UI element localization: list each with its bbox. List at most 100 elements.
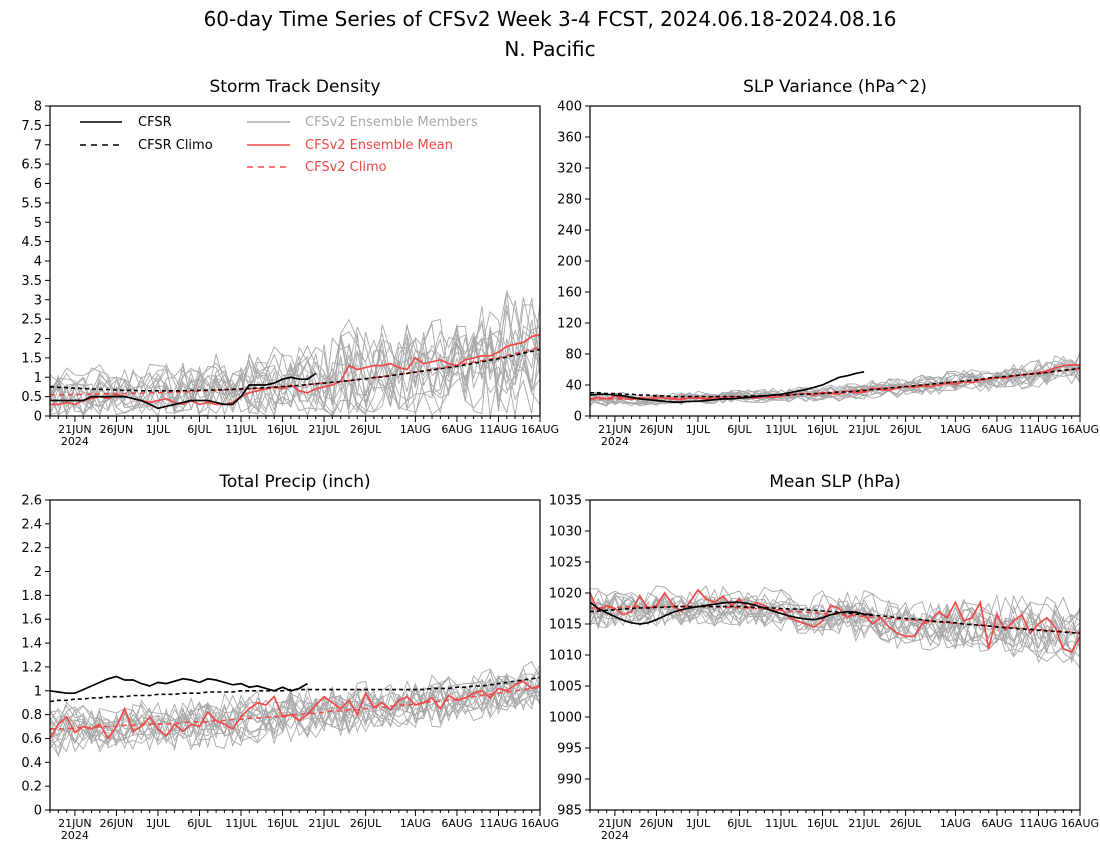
x-tick-label: 6AUG xyxy=(441,817,472,830)
plot-frame xyxy=(589,105,1081,417)
y-tick-label: 1015 xyxy=(549,618,582,633)
y-tick-label: 1030 xyxy=(549,525,582,540)
y-tick-label: 40 xyxy=(565,379,582,394)
y-tick-label: 990 xyxy=(557,773,582,788)
x-tick-label: 21JUL xyxy=(308,423,340,436)
y-tick-label: 1005 xyxy=(549,680,582,695)
y-tick-label: 8 xyxy=(34,100,42,115)
y-tick-label: 1035 xyxy=(549,494,582,509)
x-tick-label: 1AUG xyxy=(940,817,971,830)
series-cfsr-climo xyxy=(590,367,1080,398)
x-tick-label: 6AUG xyxy=(981,817,1012,830)
y-tick-label: 2.2 xyxy=(21,541,42,556)
y-tick-label: 6.5 xyxy=(21,158,42,173)
x-tick-label: 16AUG xyxy=(521,817,559,830)
x-tick-label: 11JUL xyxy=(225,817,257,830)
x-tick-label: 6AUG xyxy=(981,423,1012,436)
series-ensemble-member xyxy=(50,300,540,407)
x-tick-label: 6JUL xyxy=(727,423,752,436)
panel-slp-variance: SLP Variance (hPa^2) 0 40 80 120 160 200 240 28… xyxy=(557,77,1099,448)
y-tick-label: 80 xyxy=(565,348,582,363)
x-tick-label: 21JUN xyxy=(598,423,632,436)
plot-area xyxy=(50,290,540,416)
series-cfsr xyxy=(50,372,317,410)
y-tick-label: 1.2 xyxy=(21,660,42,675)
panel-title: Storm Track Density xyxy=(209,77,380,97)
x-tick-label: 6AUG xyxy=(441,423,472,436)
x-tick-label: 26JUL xyxy=(890,423,922,436)
panel-title: Mean SLP (hPa) xyxy=(769,472,901,492)
x-tick-label: 11JUL xyxy=(765,423,797,436)
y-tick-label: 3.5 xyxy=(21,274,42,289)
y-tick-label: 0.8 xyxy=(21,708,42,723)
x-tick-label: 16JUL xyxy=(267,423,299,436)
legend-entry-members: CFSv2 Ensemble Members xyxy=(247,115,478,130)
x-tick-label: 1JUL xyxy=(686,817,711,830)
x-tick-label: 21JUN xyxy=(58,817,92,830)
panel-title: SLP Variance (hPa^2) xyxy=(743,77,927,97)
y-tick-label: 0 xyxy=(574,410,582,425)
x-year-label: 2024 xyxy=(61,829,89,842)
y-tick-label: 2 xyxy=(34,565,42,580)
x-tick-label: 1JUL xyxy=(146,423,171,436)
y-tick-label: 6 xyxy=(34,177,42,192)
legend-entry-cfsr: CFSR xyxy=(80,115,172,130)
x-tick-label: 21JUL xyxy=(848,817,880,830)
x-year-label: 2024 xyxy=(601,829,629,842)
x-tick-label: 26JUL xyxy=(350,817,382,830)
series-ensemble-member xyxy=(50,674,540,745)
x-tick-label: 26JUN xyxy=(640,423,674,436)
y-tick-label: 1.4 xyxy=(21,637,42,652)
series-cfsr xyxy=(590,370,865,403)
y-tick-label: 0.4 xyxy=(21,756,42,771)
x-tick-label: 16AUG xyxy=(1061,817,1099,830)
y-tick-label: 2.4 xyxy=(21,517,42,532)
y-tick-label: 0.5 xyxy=(21,390,42,405)
plot-area xyxy=(50,661,540,758)
panel-mean-slp: Mean SLP (hPa) 985 990 995 1000 1005 1010 1015… xyxy=(549,472,1099,842)
y-tick-label: 3 xyxy=(34,293,42,308)
x-tick-label: 11AUG xyxy=(1019,423,1057,436)
series-ensemble-member xyxy=(50,675,540,745)
y-tick-label: 4 xyxy=(34,255,42,270)
x-tick-label: 1AUG xyxy=(400,817,431,830)
y-tick-label: 360 xyxy=(557,131,582,146)
y-tick-label: 2.6 xyxy=(21,494,42,509)
y-tick-label: 2 xyxy=(34,332,42,347)
legend-label-ens-mean: CFSv2 Ensemble Mean xyxy=(305,138,453,153)
x-tick-label: 1AUG xyxy=(400,423,431,436)
series-cfsr xyxy=(50,675,308,695)
legend-entry-ens-mean: CFSv2 Ensemble Mean xyxy=(247,138,453,153)
figure-subtitle: N. Pacific xyxy=(504,37,595,61)
y-tick-label: 1000 xyxy=(549,711,582,726)
series-ensemble-member xyxy=(50,300,540,415)
plot-area xyxy=(590,585,1080,669)
y-tick-label: 1.5 xyxy=(21,351,42,366)
x-tick-label: 21JUN xyxy=(58,423,92,436)
series-ensemble-member xyxy=(50,676,540,758)
plot-frame xyxy=(49,105,541,417)
panel-storm-track-density: Storm Track Density 0 0.5 1 1.5 2 2.5 3 3.5 4 4.5… xyxy=(21,77,559,448)
x-tick-label: 16JUL xyxy=(807,817,839,830)
y-tick-label: 280 xyxy=(557,193,582,208)
panel-title: Total Precip (inch) xyxy=(218,472,370,492)
y-tick-label: 4.5 xyxy=(21,235,42,250)
y-tick-label: 240 xyxy=(557,224,582,239)
y-tick-label: 1.8 xyxy=(21,589,42,604)
x-tick-label: 26JUL xyxy=(350,423,382,436)
x-tick-label: 1AUG xyxy=(940,423,971,436)
x-tick-label: 26JUN xyxy=(100,817,134,830)
series-ensemble-member xyxy=(590,363,1080,405)
y-tick-label: 7 xyxy=(34,138,42,153)
y-tick-label: 1025 xyxy=(549,556,582,571)
legend-label-cfsr-climo: CFSR Climo xyxy=(138,138,213,153)
series-ensemble-member xyxy=(590,363,1080,405)
x-tick-label: 26JUN xyxy=(640,817,674,830)
series-ensemble-member xyxy=(590,586,1080,633)
x-tick-label: 6JUL xyxy=(187,817,212,830)
y-tick-label: 160 xyxy=(557,286,582,301)
y-tick-label: 320 xyxy=(557,162,582,177)
series-cfsr-climo xyxy=(50,348,540,392)
series-cfsr-climo xyxy=(590,605,1080,635)
y-tick-label: 1 xyxy=(34,684,42,699)
